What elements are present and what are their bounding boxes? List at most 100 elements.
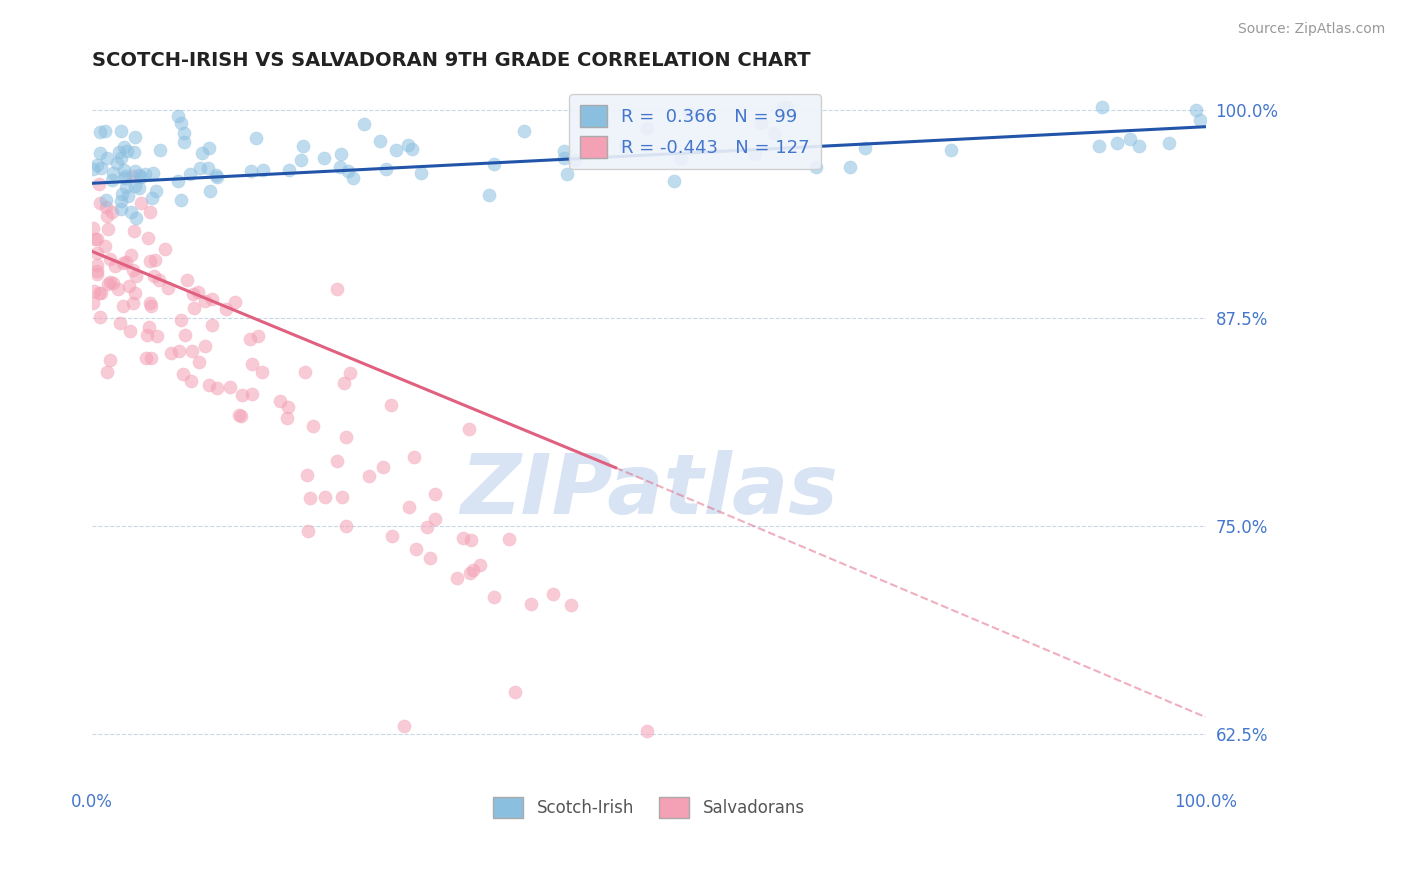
- Point: [135, 351, 157, 365]
- Point: [775, 100, 797, 114]
- Point: [460, 533, 482, 548]
- Point: [337, 164, 360, 178]
- Point: [110, 124, 132, 138]
- Point: [181, 287, 204, 301]
- Point: [405, 542, 427, 557]
- Point: [89, 145, 111, 160]
- Point: [669, 152, 692, 166]
- Point: [329, 160, 352, 174]
- Point: [194, 339, 217, 353]
- Point: [470, 558, 492, 572]
- Point: [478, 188, 501, 202]
- Point: [107, 282, 129, 296]
- Point: [96, 209, 118, 223]
- Point: [128, 180, 150, 194]
- Point: [143, 252, 166, 267]
- Point: [120, 205, 142, 219]
- Point: [122, 263, 145, 277]
- Point: [240, 163, 263, 178]
- Point: [201, 318, 224, 332]
- Point: [228, 408, 250, 422]
- Point: [290, 153, 312, 167]
- Point: [277, 401, 299, 415]
- Point: [172, 367, 194, 381]
- Point: [97, 277, 120, 292]
- Point: [124, 129, 146, 144]
- Point: [83, 285, 105, 299]
- Point: [96, 365, 118, 379]
- Point: [155, 242, 177, 256]
- Point: [409, 166, 432, 180]
- Point: [89, 125, 111, 139]
- Point: [484, 157, 506, 171]
- Point: [1128, 139, 1150, 153]
- Point: [139, 296, 162, 310]
- Point: [180, 374, 202, 388]
- Point: [176, 273, 198, 287]
- Point: [87, 178, 110, 192]
- Point: [100, 173, 122, 187]
- Point: [94, 124, 117, 138]
- Point: [636, 723, 658, 738]
- Point: [120, 247, 142, 261]
- Point: [339, 366, 361, 380]
- Point: [90, 161, 112, 175]
- Point: [198, 141, 221, 155]
- Point: [451, 531, 474, 545]
- Point: [86, 158, 108, 172]
- Point: [772, 100, 794, 114]
- Point: [416, 520, 439, 534]
- Point: [252, 163, 274, 178]
- Point: [174, 328, 197, 343]
- Point: [371, 459, 394, 474]
- Point: [125, 268, 148, 283]
- Point: [423, 487, 446, 501]
- Point: [301, 419, 323, 434]
- Point: [1087, 138, 1109, 153]
- Point: [245, 131, 267, 145]
- Point: [295, 468, 318, 483]
- Point: [505, 685, 527, 699]
- Point: [218, 380, 240, 394]
- Point: [145, 184, 167, 198]
- Point: [112, 162, 135, 177]
- Point: [498, 532, 520, 546]
- Point: [187, 354, 209, 368]
- Point: [122, 296, 145, 310]
- Point: [294, 365, 316, 379]
- Point: [111, 256, 134, 270]
- Point: [170, 313, 193, 327]
- Point: [114, 255, 136, 269]
- Point: [111, 300, 134, 314]
- Point: [744, 147, 766, 161]
- Point: [124, 285, 146, 300]
- Point: [357, 468, 380, 483]
- Point: [312, 151, 335, 165]
- Point: [353, 117, 375, 131]
- Point: [342, 171, 364, 186]
- Point: [314, 490, 336, 504]
- Point: [375, 161, 398, 176]
- Point: [197, 161, 219, 175]
- Point: [118, 324, 141, 338]
- Point: [201, 292, 224, 306]
- Point: [98, 275, 121, 289]
- Point: [124, 163, 146, 178]
- Point: [425, 511, 447, 525]
- Point: [838, 160, 860, 174]
- Point: [1189, 112, 1212, 127]
- Point: [329, 147, 352, 161]
- Point: [1090, 100, 1112, 114]
- Point: [242, 387, 264, 401]
- Point: [89, 310, 111, 324]
- Point: [86, 264, 108, 278]
- Point: [179, 167, 201, 181]
- Point: [107, 156, 129, 170]
- Point: [402, 450, 425, 464]
- Point: [124, 178, 146, 193]
- Point: [1157, 136, 1180, 151]
- Point: [804, 160, 827, 174]
- Point: [131, 196, 153, 211]
- Point: [122, 145, 145, 159]
- Point: [252, 365, 274, 379]
